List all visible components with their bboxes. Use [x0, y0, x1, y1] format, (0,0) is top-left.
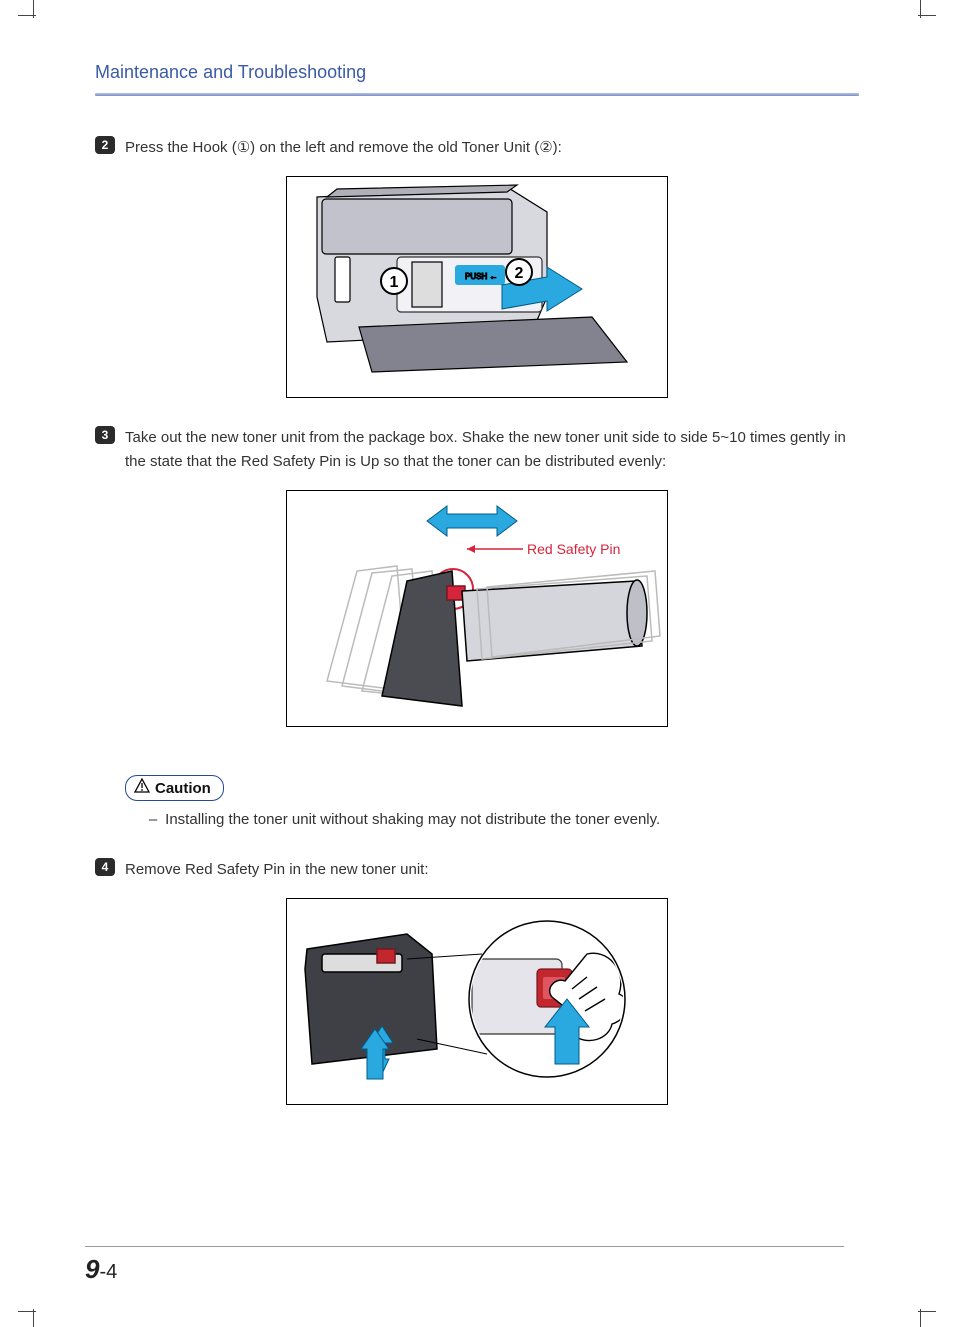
step-badge: 4 [95, 858, 115, 876]
push-label: PUSH ← [465, 272, 497, 281]
figure-printer-remove-toner: PUSH ← 1 2 [286, 176, 668, 398]
figure-remove-safety-pin [286, 898, 668, 1105]
warning-icon [134, 778, 150, 798]
step-text: Remove Red Safety Pin in the new toner u… [125, 858, 429, 882]
title-rule [95, 93, 859, 96]
step-2: 2 Press the Hook (①) on the left and rem… [95, 136, 859, 160]
step-3: 3 Take out the new toner unit from the p… [95, 426, 859, 474]
footer-rule [85, 1246, 844, 1247]
step-text: Press the Hook (①) on the left and remov… [125, 136, 562, 160]
crop-mark-tl [22, 4, 46, 28]
crop-mark-br [908, 1299, 932, 1323]
caution-label: Caution [155, 780, 211, 797]
step-badge: 3 [95, 426, 115, 444]
caution-note: – Installing the toner unit without shak… [145, 811, 859, 828]
callout-1: 1 [381, 268, 407, 294]
crop-mark-tr [908, 4, 932, 28]
step-text: Take out the new toner unit from the pac… [125, 426, 859, 474]
svg-text:1: 1 [390, 274, 399, 291]
callout-2: 2 [506, 259, 532, 285]
bullet-dash: – [145, 811, 161, 828]
crop-mark-bl [22, 1299, 46, 1323]
caution-text: Installing the toner unit without shakin… [165, 811, 660, 828]
step-badge: 2 [95, 136, 115, 154]
caution-box: Caution [125, 775, 224, 801]
figure-shake-toner: Red Safety Pin [286, 490, 668, 727]
section-title: Maintenance and Troubleshooting [95, 62, 859, 83]
red-safety-pin-label: Red Safety Pin [527, 541, 620, 557]
svg-text:2: 2 [515, 265, 524, 282]
step-4: 4 Remove Red Safety Pin in the new toner… [95, 858, 859, 882]
page-number: 9-4 [85, 1254, 117, 1285]
